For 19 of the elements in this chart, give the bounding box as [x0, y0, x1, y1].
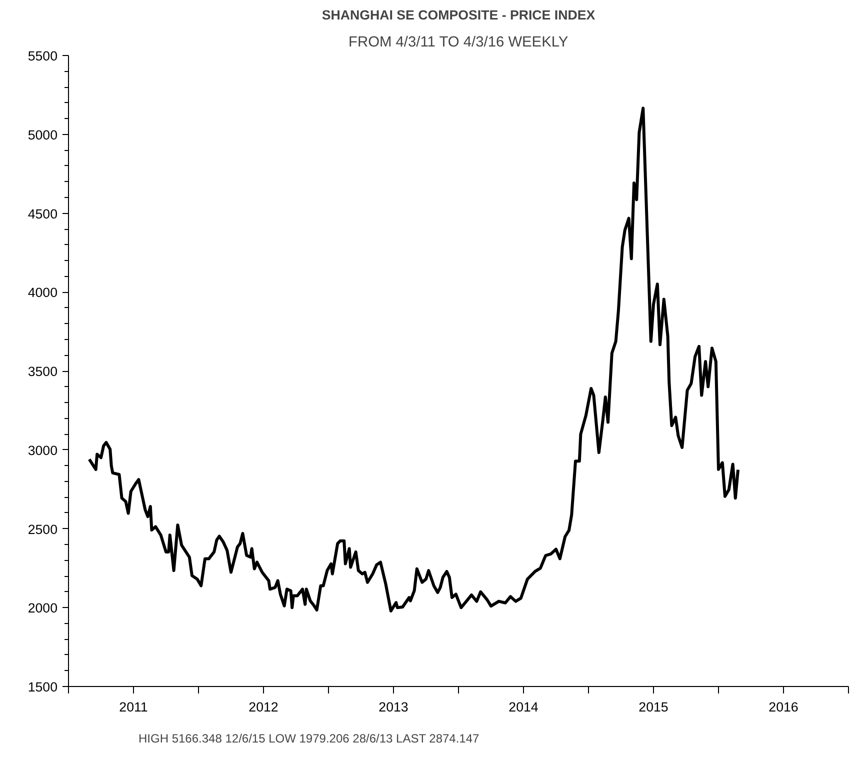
x-tick-label: 2015 — [638, 700, 668, 714]
x-tick-label: 2016 — [768, 700, 798, 714]
y-tick-label: 3000 — [28, 442, 58, 458]
x-tick-label: 2012 — [248, 700, 278, 714]
y-tick-label: 5000 — [28, 127, 58, 142]
y-tick-label: 4500 — [28, 206, 58, 222]
y-tick-label: 5500 — [28, 48, 58, 64]
chart-subtitle: FROM 4/3/11 TO 4/3/16 WEEKLY — [348, 34, 568, 50]
x-tick-label: 2011 — [119, 700, 148, 714]
x-tick-label: 2014 — [508, 700, 539, 714]
y-tick-label: 2000 — [28, 600, 58, 616]
y-tick-label: 3500 — [28, 364, 58, 379]
y-tick-label: 1500 — [28, 680, 58, 694]
line-series — [88, 106, 740, 612]
x-tick-label: 2013 — [378, 700, 408, 714]
y-tick-label: 2500 — [28, 522, 58, 537]
y-tick-label: 4000 — [28, 285, 58, 300]
chart-title: SHANGHAI SE COMPOSITE - PRICE INDEX — [322, 8, 596, 22]
text: HIGH 5166.348 12/6/15 LOW 1979.206 28/6/13 LAST 2874.147 — [138, 732, 480, 746]
